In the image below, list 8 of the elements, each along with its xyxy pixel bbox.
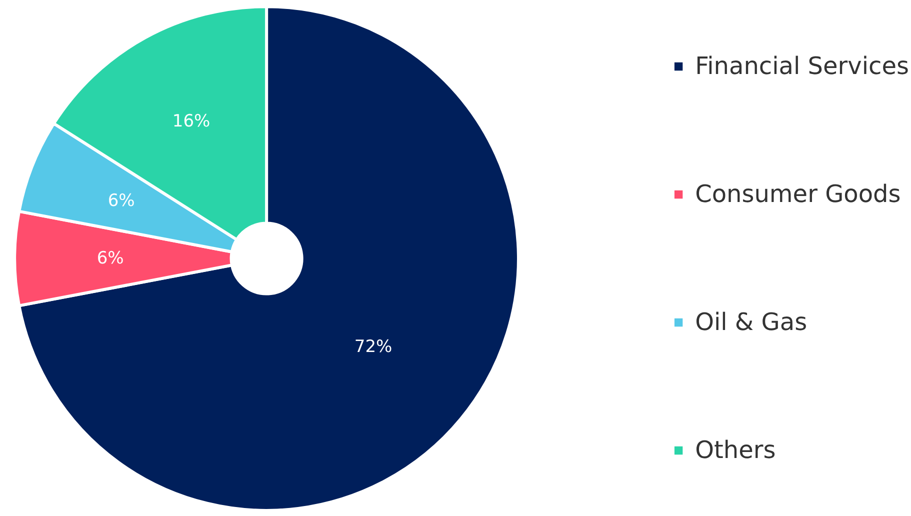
legend-label: Financial Services [695, 52, 909, 80]
legend-label: Consumer Goods [695, 180, 901, 208]
legend-label: Oil & Gas [695, 308, 808, 336]
legend-label: Others [695, 436, 776, 464]
data-label: 6% [108, 190, 135, 211]
data-label: 16% [172, 112, 210, 132]
data-label: 6% [96, 248, 124, 268]
data-label: 72% [354, 336, 392, 357]
